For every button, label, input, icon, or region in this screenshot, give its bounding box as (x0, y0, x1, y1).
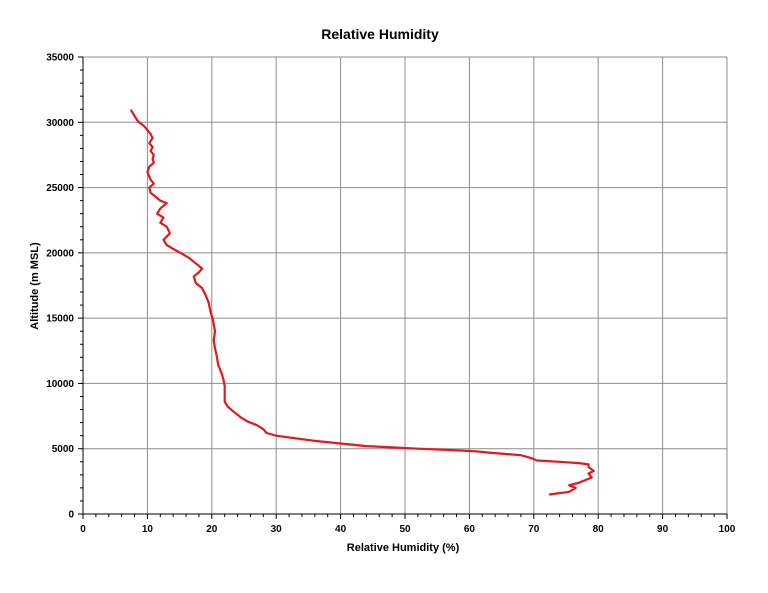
x-tick-label: 0 (80, 524, 86, 535)
x-tick-label: 100 (719, 524, 736, 535)
y-tick-label: 20000 (46, 248, 74, 259)
axes (78, 56, 728, 519)
x-tick-label: 10 (142, 524, 154, 535)
y-tick-label: 0 (68, 510, 74, 521)
y-tick-label: 35000 (46, 53, 74, 64)
tick-labels: 0 10 20 30 40 50 60 70 80 90 100 0 5000 10000 15000 200… (46, 53, 736, 536)
y-axis-label: Altitude (m MSL) (29, 242, 41, 330)
y-tick-label: 15000 (46, 314, 74, 325)
humidity-series-line (130, 109, 595, 496)
y-tick-label: 5000 (52, 444, 75, 455)
x-tick-label: 50 (399, 524, 411, 535)
x-tick-label: 90 (657, 524, 669, 535)
x-tick-label: 60 (464, 524, 476, 535)
grid (83, 56, 728, 514)
y-tick-label: 30000 (46, 118, 74, 129)
x-tick-label: 80 (593, 524, 605, 535)
x-tick-label: 70 (528, 524, 540, 535)
chart-title: Relative Humidity (321, 26, 439, 42)
x-tick-label: 30 (271, 524, 283, 535)
data-series (130, 109, 595, 496)
x-tick-label: 20 (206, 524, 218, 535)
x-axis-label: Relative Humidity (%) (347, 542, 460, 554)
x-tick-label: 40 (335, 524, 347, 535)
y-tick-label: 25000 (46, 183, 74, 194)
y-tick-label: 10000 (46, 379, 74, 390)
